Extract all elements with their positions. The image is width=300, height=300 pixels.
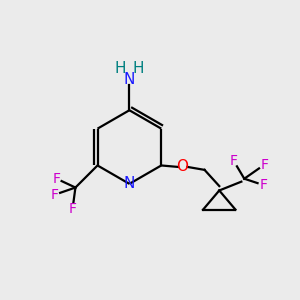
Text: H: H xyxy=(115,61,126,76)
Text: F: F xyxy=(68,202,76,216)
Text: F: F xyxy=(50,188,58,202)
Text: N: N xyxy=(124,72,135,87)
Text: F: F xyxy=(260,178,267,192)
Text: F: F xyxy=(52,172,60,186)
Text: F: F xyxy=(230,154,238,168)
Text: O: O xyxy=(176,159,188,174)
Text: N: N xyxy=(124,176,135,191)
Text: H: H xyxy=(133,61,144,76)
Text: F: F xyxy=(261,158,269,172)
